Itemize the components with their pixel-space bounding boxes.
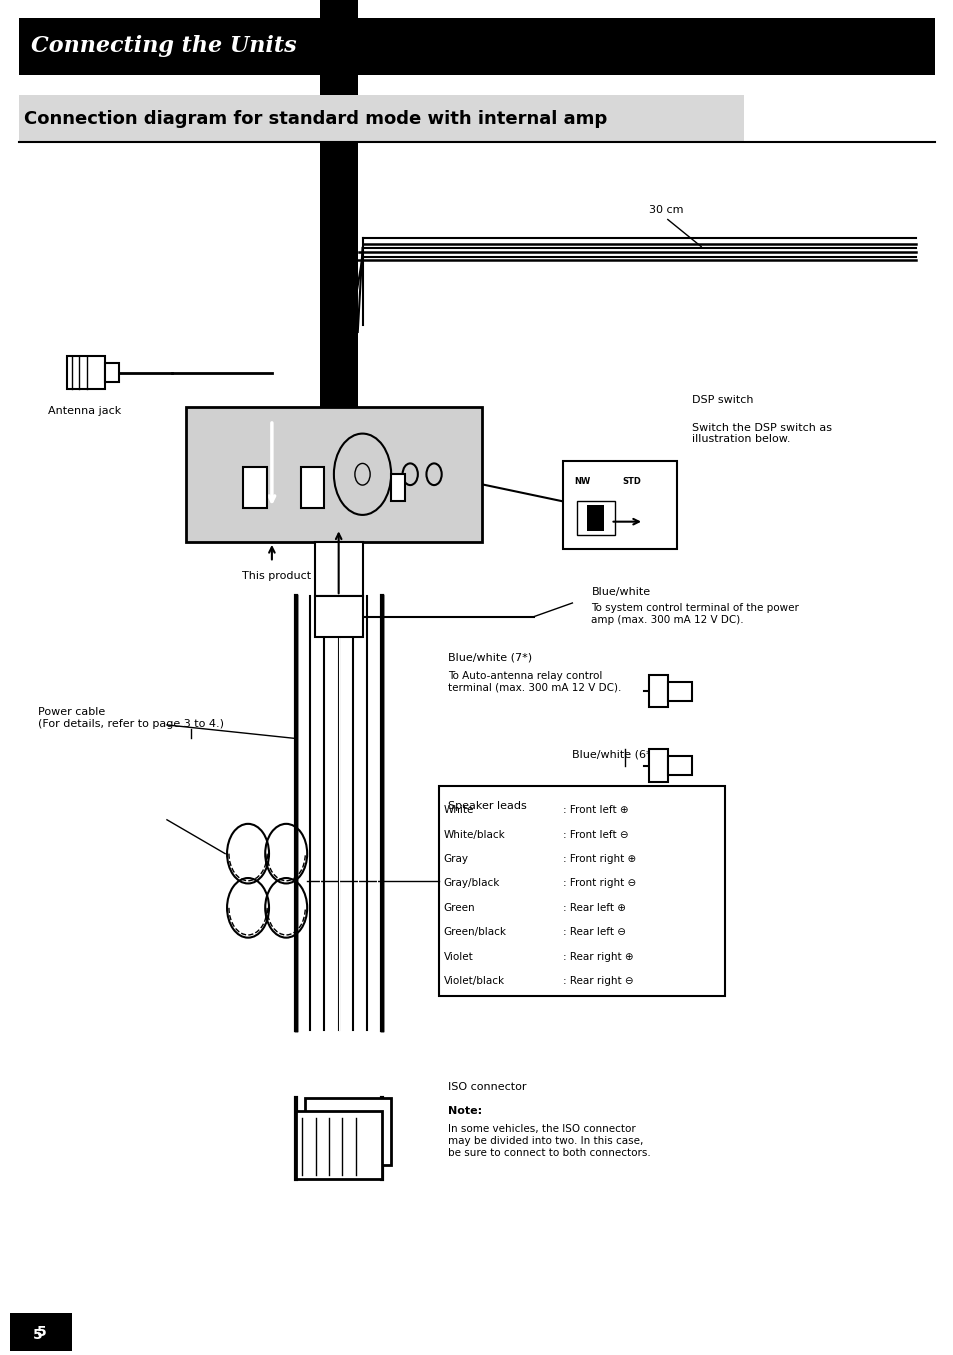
- FancyBboxPatch shape: [577, 501, 615, 535]
- FancyBboxPatch shape: [19, 18, 934, 75]
- FancyBboxPatch shape: [305, 1098, 391, 1165]
- FancyBboxPatch shape: [19, 95, 743, 142]
- Text: Blue/white (7*): Blue/white (7*): [448, 652, 532, 663]
- Text: Speaker leads: Speaker leads: [448, 801, 527, 812]
- Text: Gray/black: Gray/black: [443, 878, 499, 889]
- Text: Blue/white: Blue/white: [591, 587, 650, 598]
- Text: : Front left ⊕: : Front left ⊕: [562, 805, 628, 816]
- FancyBboxPatch shape: [314, 596, 362, 637]
- Text: Switch the DSP switch as
illustration below.: Switch the DSP switch as illustration be…: [691, 423, 831, 444]
- Text: Violet/black: Violet/black: [443, 976, 504, 986]
- FancyBboxPatch shape: [648, 675, 667, 707]
- FancyBboxPatch shape: [295, 1111, 381, 1179]
- Text: 5: 5: [37, 1325, 47, 1339]
- FancyBboxPatch shape: [562, 461, 677, 549]
- Text: To system control terminal of the power
amp (max. 300 mA 12 V DC).: To system control terminal of the power …: [591, 603, 799, 625]
- Text: : Rear right ⊕: : Rear right ⊕: [562, 951, 633, 962]
- FancyBboxPatch shape: [10, 1313, 71, 1351]
- FancyBboxPatch shape: [105, 363, 119, 382]
- Text: STD: STD: [621, 477, 640, 485]
- FancyBboxPatch shape: [319, 0, 357, 596]
- Text: Note:: Note:: [448, 1106, 482, 1117]
- Text: Connection diagram for standard mode with internal amp: Connection diagram for standard mode wit…: [24, 110, 606, 127]
- Text: 5: 5: [33, 1328, 43, 1341]
- Text: : Front right ⊕: : Front right ⊕: [562, 854, 636, 864]
- FancyBboxPatch shape: [648, 749, 667, 782]
- FancyBboxPatch shape: [667, 682, 691, 701]
- Text: : Rear left ⊕: : Rear left ⊕: [562, 902, 625, 913]
- Text: 30 cm: 30 cm: [648, 205, 682, 215]
- Text: White/black: White/black: [443, 829, 505, 840]
- Text: Power cable
(For details, refer to page 3 to 4.): Power cable (For details, refer to page …: [38, 707, 224, 729]
- Text: ISO connector: ISO connector: [448, 1081, 526, 1092]
- FancyBboxPatch shape: [314, 542, 362, 596]
- Text: : Rear right ⊖: : Rear right ⊖: [562, 976, 633, 986]
- FancyBboxPatch shape: [67, 356, 105, 389]
- Text: Blue/white (6*): Blue/white (6*): [572, 749, 656, 760]
- Text: White: White: [443, 805, 474, 816]
- Text: In some vehicles, the ISO connector
may be divided into two. In this case,
be su: In some vehicles, the ISO connector may …: [448, 1125, 651, 1157]
- Text: This product: This product: [242, 570, 311, 581]
- FancyBboxPatch shape: [300, 467, 324, 508]
- FancyBboxPatch shape: [186, 406, 481, 542]
- FancyBboxPatch shape: [667, 756, 691, 775]
- Text: DSP switch: DSP switch: [691, 394, 752, 405]
- Text: Violet: Violet: [443, 951, 473, 962]
- FancyBboxPatch shape: [586, 505, 603, 531]
- Text: : Front left ⊖: : Front left ⊖: [562, 829, 628, 840]
- Text: Antenna jack: Antenna jack: [48, 405, 121, 416]
- Text: : Front right ⊖: : Front right ⊖: [562, 878, 636, 889]
- Text: NW: NW: [574, 477, 590, 485]
- FancyBboxPatch shape: [391, 474, 405, 501]
- Text: Connecting the Units: Connecting the Units: [30, 35, 295, 57]
- Text: : Rear left ⊖: : Rear left ⊖: [562, 927, 625, 938]
- Text: Green: Green: [443, 902, 475, 913]
- FancyBboxPatch shape: [243, 467, 267, 508]
- Text: To Auto-antenna relay control
terminal (max. 300 mA 12 V DC).: To Auto-antenna relay control terminal (…: [448, 671, 621, 692]
- Text: Gray: Gray: [443, 854, 468, 864]
- Text: Green/black: Green/black: [443, 927, 506, 938]
